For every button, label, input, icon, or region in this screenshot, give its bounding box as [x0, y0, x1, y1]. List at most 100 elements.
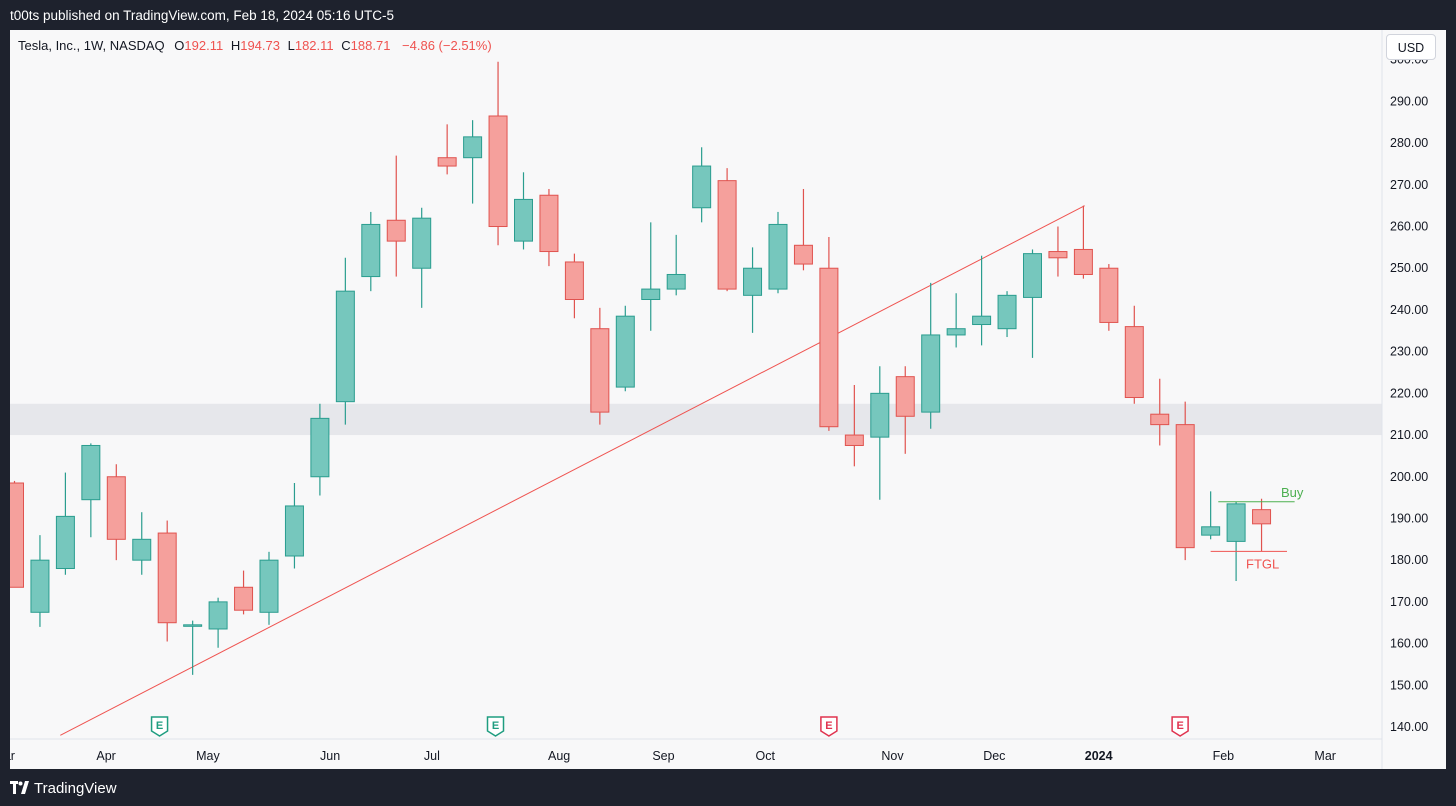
candle	[997, 291, 1017, 338]
low-label: L	[287, 38, 295, 53]
candle-body	[259, 559, 279, 613]
candle-body	[55, 515, 75, 570]
candle	[870, 366, 890, 500]
close-value: 188.71	[350, 38, 391, 53]
candle-body	[921, 334, 941, 413]
candle-body	[1124, 326, 1144, 399]
candle	[895, 366, 915, 454]
candle	[590, 307, 610, 425]
candle	[412, 207, 432, 308]
time-tick-label: Jul	[424, 749, 440, 763]
candle	[1124, 305, 1144, 404]
candle-body	[717, 180, 737, 290]
candle	[310, 403, 330, 496]
price-tick-label: 210.00	[1390, 428, 1428, 442]
price-tick-label: 220.00	[1390, 386, 1428, 400]
candle-body	[564, 261, 584, 301]
price-tick-label: 170.00	[1390, 595, 1428, 609]
candle-body	[819, 267, 839, 428]
price-tick-label: 140.00	[1390, 720, 1428, 734]
candle	[234, 570, 254, 615]
candle	[1201, 491, 1221, 540]
candle-body	[793, 244, 813, 265]
candle	[946, 293, 966, 348]
candle	[183, 620, 203, 675]
candle	[157, 520, 177, 642]
earnings-marker-icon[interactable]: E	[486, 716, 505, 737]
candle-body	[768, 223, 788, 290]
candle	[692, 147, 712, 223]
candle-body	[1252, 509, 1272, 525]
candle-body	[488, 115, 508, 228]
candle	[132, 512, 152, 575]
price-tick-label: 160.00	[1390, 637, 1428, 651]
price-tick-label: 150.00	[1390, 678, 1428, 692]
time-tick-label: Dec	[983, 749, 1005, 763]
publisher-text: t00ts published on TradingView.com, Feb …	[10, 8, 394, 23]
ftgl-label: FTGL	[1246, 556, 1279, 571]
change-value: −4.86 (−2.51%)	[402, 38, 492, 53]
candle-body	[1150, 413, 1170, 426]
price-tick-label: 280.00	[1390, 136, 1428, 150]
candle	[1150, 378, 1170, 446]
earnings-marker-icon[interactable]: E	[820, 716, 838, 737]
candle-body	[30, 559, 50, 613]
time-tick-label: Jun	[320, 749, 340, 763]
candle-body	[539, 194, 559, 253]
time-tick-label: Mar	[1314, 749, 1336, 763]
candle	[55, 472, 75, 575]
candle	[437, 124, 457, 175]
buy-label: Buy	[1281, 485, 1304, 500]
candle-body	[1073, 248, 1093, 275]
candle	[564, 253, 584, 319]
currency-button[interactable]: USD	[1386, 34, 1436, 60]
time-tick-label: Oct	[756, 749, 776, 763]
high-label: H	[230, 38, 241, 53]
earnings-marker-icon[interactable]: E	[1171, 716, 1189, 737]
trend-line	[60, 205, 1085, 736]
candle	[819, 236, 839, 431]
earnings-label: E	[492, 720, 499, 732]
candle	[743, 247, 763, 333]
candle-body	[972, 315, 992, 326]
candle-body	[412, 217, 432, 269]
candle-body	[1226, 503, 1246, 542]
price-tick-label: 290.00	[1390, 94, 1428, 108]
low-value: 182.11	[294, 38, 334, 53]
close-label: C	[341, 38, 351, 53]
candle-body	[132, 538, 152, 561]
candle	[793, 188, 813, 271]
ohlc-legend: Tesla, Inc., 1W, NASDAQ O192.11 H194.73 …	[18, 38, 492, 53]
symbol-label[interactable]: Tesla, Inc., 1W, NASDAQ	[18, 38, 165, 53]
candle	[972, 255, 992, 346]
earnings-badge	[150, 716, 169, 737]
open-value: 192.11	[184, 38, 224, 53]
time-tick-label: Feb	[1213, 749, 1235, 763]
candle	[1175, 401, 1195, 561]
time-tick-label: May	[196, 749, 220, 763]
candle	[361, 211, 381, 292]
candle-body	[895, 376, 915, 417]
candle	[1099, 264, 1119, 331]
candle-body	[234, 586, 254, 611]
candle-body	[870, 392, 890, 438]
candle-body	[1175, 424, 1195, 549]
candle-body	[997, 294, 1017, 330]
footer-brand: TradingView	[34, 780, 117, 797]
candle	[666, 234, 686, 296]
candle-body	[946, 328, 966, 336]
candle	[1048, 226, 1068, 277]
candle	[844, 385, 864, 467]
price-tick-label: 200.00	[1390, 470, 1428, 484]
candle-body	[743, 267, 763, 296]
candle-body	[615, 315, 635, 388]
candle	[488, 61, 508, 246]
chart-frame[interactable]: Buy FTGL E E E E 140.00 150.00 160.00 170.00 180…	[10, 30, 1446, 769]
candle-body	[208, 601, 228, 630]
candle	[106, 464, 126, 561]
candlestick-chart[interactable]: Buy FTGL E E E E 140.00 150.00 160.00 170.00 180…	[10, 30, 1446, 769]
candle	[208, 597, 228, 648]
candle-body	[386, 219, 406, 242]
earnings-marker-icon[interactable]: E	[150, 716, 169, 737]
candle	[539, 188, 559, 267]
